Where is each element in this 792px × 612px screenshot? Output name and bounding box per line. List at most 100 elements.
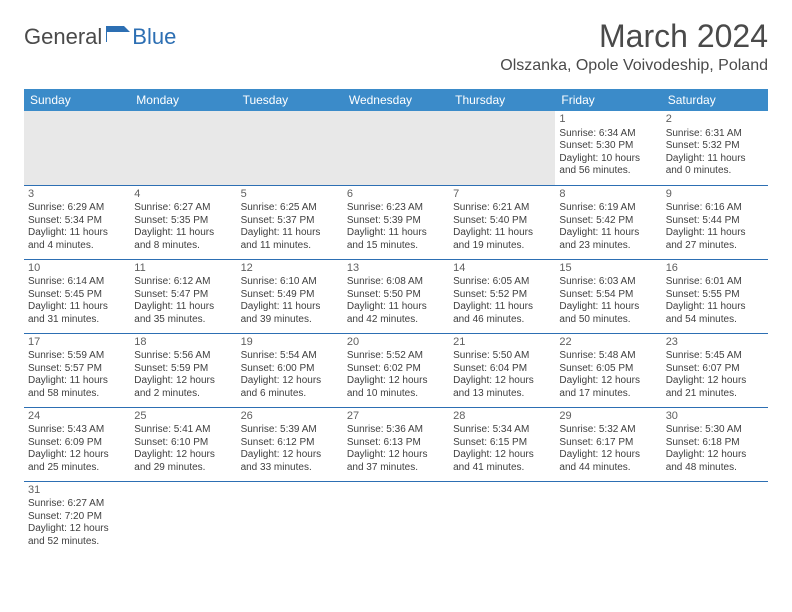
sunrise-text: Sunrise: 5:32 AM	[559, 424, 657, 437]
daylight-text: Daylight: 11 hours and 15 minutes.	[347, 227, 445, 252]
day-number: 3	[28, 188, 126, 202]
calendar-cell: 29Sunrise: 5:32 AMSunset: 6:17 PMDayligh…	[555, 407, 661, 481]
sunset-text: Sunset: 6:12 PM	[241, 437, 339, 450]
day-number: 11	[134, 262, 232, 276]
day-number: 20	[347, 336, 445, 350]
sunset-text: Sunset: 6:04 PM	[453, 363, 551, 376]
sunrise-text: Sunrise: 5:56 AM	[134, 350, 232, 363]
daylight-text: Daylight: 12 hours and 25 minutes.	[28, 449, 126, 474]
calendar-week-row: 17Sunrise: 5:59 AMSunset: 5:57 PMDayligh…	[24, 333, 768, 407]
calendar-cell	[130, 481, 236, 555]
month-title: March 2024	[500, 18, 768, 55]
day-number: 29	[559, 410, 657, 424]
sunrise-text: Sunrise: 5:59 AM	[28, 350, 126, 363]
calendar-cell	[130, 111, 236, 185]
daylight-text: Daylight: 12 hours and 48 minutes.	[666, 449, 764, 474]
sunset-text: Sunset: 5:42 PM	[559, 215, 657, 228]
sunset-text: Sunset: 5:45 PM	[28, 289, 126, 302]
day-number: 22	[559, 336, 657, 350]
day-number: 15	[559, 262, 657, 276]
daylight-text: Daylight: 11 hours and 0 minutes.	[666, 153, 764, 178]
sunset-text: Sunset: 5:54 PM	[559, 289, 657, 302]
daylight-text: Daylight: 11 hours and 46 minutes.	[453, 301, 551, 326]
day-number: 17	[28, 336, 126, 350]
day-number: 2	[666, 113, 764, 127]
calendar-cell: 19Sunrise: 5:54 AMSunset: 6:00 PMDayligh…	[237, 333, 343, 407]
day-number: 9	[666, 188, 764, 202]
calendar-cell: 25Sunrise: 5:41 AMSunset: 6:10 PMDayligh…	[130, 407, 236, 481]
sunrise-text: Sunrise: 6:08 AM	[347, 276, 445, 289]
calendar-cell: 22Sunrise: 5:48 AMSunset: 6:05 PMDayligh…	[555, 333, 661, 407]
sunrise-text: Sunrise: 6:05 AM	[453, 276, 551, 289]
calendar-cell: 16Sunrise: 6:01 AMSunset: 5:55 PMDayligh…	[662, 259, 768, 333]
day-header: Monday	[130, 89, 236, 111]
sunrise-text: Sunrise: 6:31 AM	[666, 128, 764, 141]
day-number: 30	[666, 410, 764, 424]
sunset-text: Sunset: 5:47 PM	[134, 289, 232, 302]
logo-text-blue: Blue	[132, 24, 176, 50]
daylight-text: Daylight: 12 hours and 37 minutes.	[347, 449, 445, 474]
daylight-text: Daylight: 11 hours and 8 minutes.	[134, 227, 232, 252]
daylight-text: Daylight: 11 hours and 19 minutes.	[453, 227, 551, 252]
day-number: 26	[241, 410, 339, 424]
daylight-text: Daylight: 12 hours and 21 minutes.	[666, 375, 764, 400]
daylight-text: Daylight: 11 hours and 23 minutes.	[559, 227, 657, 252]
sunset-text: Sunset: 6:05 PM	[559, 363, 657, 376]
day-number: 10	[28, 262, 126, 276]
calendar-cell: 7Sunrise: 6:21 AMSunset: 5:40 PMDaylight…	[449, 185, 555, 259]
calendar-cell	[449, 481, 555, 555]
calendar-week-row: 3Sunrise: 6:29 AMSunset: 5:34 PM Daylight…	[24, 185, 768, 259]
daylight-text: Daylight: 12 hours and 10 minutes.	[347, 375, 445, 400]
calendar-cell: 30Sunrise: 5:30 AMSunset: 6:18 PMDayligh…	[662, 407, 768, 481]
sunrise-text: Sunrise: 5:50 AM	[453, 350, 551, 363]
sunrise-text: Sunrise: 6:16 AM	[666, 202, 764, 215]
sunset-text: Sunset: 5:34 PM	[28, 215, 126, 228]
daylight-text: Daylight: 12 hours and 29 minutes.	[134, 449, 232, 474]
sunrise-text: Sunrise: 6:29 AM	[28, 202, 126, 215]
day-number: 13	[347, 262, 445, 276]
calendar-cell: 14Sunrise: 6:05 AMSunset: 5:52 PMDayligh…	[449, 259, 555, 333]
calendar-cell: 21Sunrise: 5:50 AMSunset: 6:04 PMDayligh…	[449, 333, 555, 407]
sunset-text: Sunset: 5:44 PM	[666, 215, 764, 228]
day-number: 25	[134, 410, 232, 424]
day-number: 16	[666, 262, 764, 276]
sunrise-text: Sunrise: 6:14 AM	[28, 276, 126, 289]
day-header: Wednesday	[343, 89, 449, 111]
calendar-cell: 3Sunrise: 6:29 AMSunset: 5:34 PMDaylight…	[24, 185, 130, 259]
daylight-text: Daylight: 11 hours and 42 minutes.	[347, 301, 445, 326]
day-header: Friday	[555, 89, 661, 111]
calendar-cell	[343, 111, 449, 185]
calendar-cell	[343, 481, 449, 555]
sunset-text: Sunset: 5:59 PM	[134, 363, 232, 376]
sunrise-text: Sunrise: 6:34 AM	[559, 128, 657, 141]
sunrise-text: Sunrise: 5:34 AM	[453, 424, 551, 437]
sunrise-text: Sunrise: 6:19 AM	[559, 202, 657, 215]
daylight-text: Daylight: 11 hours and 39 minutes.	[241, 301, 339, 326]
calendar-cell	[662, 481, 768, 555]
sunset-text: Sunset: 5:35 PM	[134, 215, 232, 228]
calendar-cell: 27Sunrise: 5:36 AMSunset: 6:13 PMDayligh…	[343, 407, 449, 481]
calendar-table: Sunday Monday Tuesday Wednesday Thursday…	[24, 89, 768, 555]
day-number: 6	[347, 188, 445, 202]
daylight-text: Daylight: 11 hours and 58 minutes.	[28, 375, 126, 400]
sunrise-text: Sunrise: 6:10 AM	[241, 276, 339, 289]
calendar-cell: 9Sunrise: 6:16 AMSunset: 5:44 PMDaylight…	[662, 185, 768, 259]
sunset-text: Sunset: 5:52 PM	[453, 289, 551, 302]
sunset-text: Sunset: 6:13 PM	[347, 437, 445, 450]
sunrise-text: Sunrise: 5:52 AM	[347, 350, 445, 363]
calendar-cell: 1Sunrise: 6:34 AMSunset: 5:30 PMDaylight…	[555, 111, 661, 185]
calendar-cell	[237, 481, 343, 555]
day-header: Saturday	[662, 89, 768, 111]
sunrise-text: Sunrise: 5:30 AM	[666, 424, 764, 437]
day-number: 8	[559, 188, 657, 202]
logo-flag-icon	[106, 24, 132, 47]
day-number: 4	[134, 188, 232, 202]
calendar-cell	[24, 111, 130, 185]
sunrise-text: Sunrise: 6:25 AM	[241, 202, 339, 215]
calendar-cell: 13Sunrise: 6:08 AMSunset: 5:50 PMDayligh…	[343, 259, 449, 333]
calendar-cell: 6Sunrise: 6:23 AMSunset: 5:39 PMDaylight…	[343, 185, 449, 259]
calendar-cell	[449, 111, 555, 185]
day-number: 14	[453, 262, 551, 276]
daylight-text: Daylight: 11 hours and 27 minutes.	[666, 227, 764, 252]
sunset-text: Sunset: 7:20 PM	[28, 511, 126, 524]
